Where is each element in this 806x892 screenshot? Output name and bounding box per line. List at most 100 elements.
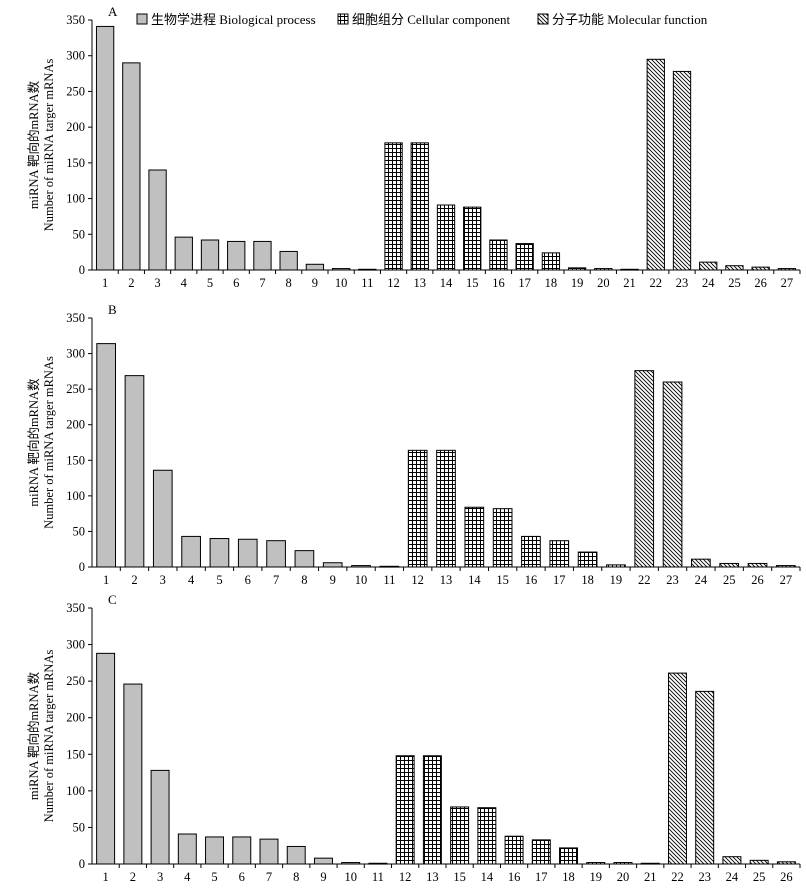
- bar-biological-process-4: [177, 833, 197, 865]
- y-axis-label-cn: miRNA 靶向的mRNA数: [26, 378, 41, 507]
- bar-biological-process-7: [253, 240, 272, 271]
- bar-cellular-component-16: [521, 535, 541, 568]
- y-tick-label: 100: [66, 489, 85, 503]
- x-tick-label: 18: [581, 573, 594, 587]
- bar-cellular-component-14: [477, 807, 497, 865]
- y-tick-label: 150: [66, 747, 85, 761]
- bar-cellular-component-12: [384, 142, 403, 271]
- bar-cellular-component-15: [492, 508, 513, 568]
- bar-biological-process-6: [237, 538, 258, 568]
- x-tick-label: 5: [207, 276, 213, 290]
- x-tick-label: 2: [130, 870, 136, 884]
- x-tick-label: 4: [184, 870, 191, 884]
- x-tick-label: 19: [610, 573, 623, 587]
- legend-label-biological-process: 生物学进程 Biological process: [151, 12, 316, 27]
- x-tick-label: 3: [157, 870, 163, 884]
- x-tick-label: 16: [525, 573, 538, 587]
- x-tick-label: 27: [780, 573, 793, 587]
- y-tick-label: 0: [79, 857, 85, 871]
- bar-biological-process-2: [124, 375, 145, 568]
- x-tick-label: 24: [726, 870, 739, 884]
- bar-cellular-component-19: [606, 564, 626, 568]
- x-tick-label: 14: [481, 870, 494, 884]
- panel-label: A: [108, 4, 118, 19]
- x-tick-label: 12: [399, 870, 412, 884]
- x-tick-label: 26: [780, 870, 793, 884]
- x-tick-label: 13: [426, 870, 439, 884]
- x-tick-label: 10: [335, 276, 348, 290]
- bar-biological-process-1: [95, 25, 115, 271]
- bar-molecular-function-27: [777, 268, 797, 271]
- x-tick-label: 20: [617, 870, 630, 884]
- bar-cellular-component-21: [620, 268, 639, 271]
- x-tick-label: 23: [666, 573, 679, 587]
- x-tick-label: 22: [671, 870, 684, 884]
- panel-label: B: [108, 302, 117, 317]
- bar-cellular-component-13: [436, 449, 456, 568]
- bar-molecular-function-25: [749, 859, 769, 865]
- x-tick-label: 6: [233, 276, 239, 290]
- x-tick-label: 24: [695, 573, 708, 587]
- x-tick-label: 10: [344, 870, 357, 884]
- y-axis-label-cn: miRNA 靶向的mRNA数: [26, 80, 41, 209]
- x-tick-label: 22: [650, 276, 663, 290]
- x-tick-label: 25: [753, 870, 766, 884]
- bar-cellular-component-19: [586, 862, 606, 865]
- y-tick-label: 0: [79, 263, 85, 277]
- x-tick-label: 5: [216, 573, 222, 587]
- x-tick-label: 21: [644, 870, 657, 884]
- bar-cellular-component-17: [515, 243, 534, 271]
- legend-label-cellular-component: 细胞组分 Cellular component: [352, 12, 511, 27]
- y-tick-label: 50: [73, 524, 86, 538]
- bar-biological-process-9: [313, 857, 333, 865]
- y-tick-label: 350: [66, 311, 85, 325]
- bar-molecular-function-24: [699, 261, 718, 271]
- bar-biological-process-7: [266, 540, 286, 568]
- y-tick-label: 200: [66, 711, 85, 725]
- bar-molecular-function-26: [776, 861, 796, 865]
- y-tick-label: 300: [66, 49, 85, 63]
- x-tick-label: 27: [781, 276, 794, 290]
- x-tick-label: 12: [411, 573, 424, 587]
- x-tick-label: 9: [320, 870, 326, 884]
- panel-a: 0 50 100 150 200 250 300 350 miRNA 靶向的mRNA数 Numbe…: [26, 4, 801, 290]
- x-tick-label: 20: [597, 276, 610, 290]
- y-tick-label: 250: [66, 674, 85, 688]
- x-tick-label: 7: [266, 870, 272, 884]
- bar-cellular-component-14: [436, 204, 456, 271]
- bar-biological-process-4: [181, 535, 201, 568]
- y-tick-label: 200: [66, 120, 85, 134]
- bar-cellular-component-16: [504, 835, 524, 865]
- x-tick-label: 4: [188, 573, 195, 587]
- bar-cellular-component-20: [613, 862, 633, 865]
- bar-biological-process-9: [305, 263, 325, 271]
- bar-biological-process-2: [122, 62, 141, 271]
- bar-biological-process-4: [174, 236, 193, 271]
- legend-item-cellular-component: 细胞组分 Cellular component: [337, 12, 511, 27]
- x-tick-label: 23: [676, 276, 689, 290]
- bar-cellular-component-15: [450, 806, 470, 865]
- bar-cellular-component-18: [577, 551, 598, 568]
- bar-molecular-function-22: [634, 370, 655, 568]
- bar-molecular-function-22: [667, 672, 687, 865]
- bar-cellular-component-20: [594, 268, 613, 271]
- x-tick-label: 6: [245, 573, 251, 587]
- x-tick-label: 24: [702, 276, 715, 290]
- x-tick-label: 26: [754, 276, 767, 290]
- bar-molecular-function-26: [751, 266, 770, 271]
- x-tick-label: 4: [181, 276, 188, 290]
- bar-molecular-function-25: [719, 562, 740, 568]
- bar-cellular-component-18: [559, 847, 579, 865]
- y-tick-label: 150: [66, 453, 85, 467]
- y-tick-label: 150: [66, 156, 85, 170]
- x-tick-label: 21: [623, 276, 636, 290]
- x-tick-label: 17: [518, 276, 531, 290]
- legend-item-biological-process: 生物学进程 Biological process: [136, 12, 316, 27]
- x-tick-label: 18: [562, 870, 575, 884]
- bar-biological-process-1: [96, 652, 116, 865]
- bar-molecular-function-24: [722, 856, 742, 865]
- x-tick-label: 2: [128, 276, 134, 290]
- x-tick-label: 2: [131, 573, 137, 587]
- x-tick-label: 10: [355, 573, 368, 587]
